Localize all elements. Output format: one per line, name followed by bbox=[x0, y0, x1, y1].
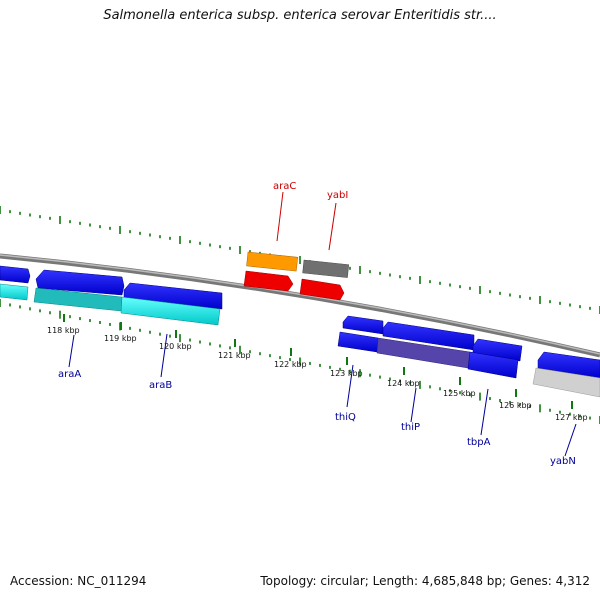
gene-label-tbpA[interactable]: tbpA bbox=[467, 437, 491, 448]
kbp-tick-label: 121 kbp bbox=[218, 351, 251, 360]
gene-block[interactable] bbox=[467, 351, 519, 379]
gene-leader-line bbox=[564, 423, 577, 457]
kbp-ticks: 118 kbp 119 kbp 120 kbp 121 kbp 122 kbp 123 k… bbox=[47, 314, 588, 422]
gene-label-thiP[interactable]: thiP bbox=[401, 422, 420, 433]
kbp-tick-label: 123 kbp bbox=[330, 369, 363, 378]
kbp-tick-label: 122 kbp bbox=[274, 360, 307, 369]
gene-block[interactable] bbox=[532, 367, 600, 398]
gene-label-araC[interactable]: araC bbox=[273, 181, 296, 192]
gene-block[interactable] bbox=[243, 270, 294, 292]
backbone bbox=[0, 253, 600, 358]
gene-leader-line bbox=[410, 387, 417, 423]
gene-block[interactable] bbox=[120, 296, 221, 326]
gene-leaders bbox=[68, 191, 577, 457]
gene-block[interactable] bbox=[302, 259, 350, 278]
gene-leader-line bbox=[328, 202, 337, 251]
kbp-tick-label: 119 kbp bbox=[104, 334, 137, 343]
map-title: Salmonella enterica subsp. enterica sero… bbox=[103, 8, 497, 23]
kbp-tick-label: 126 kbp bbox=[499, 401, 532, 410]
gene-leader-line bbox=[480, 388, 489, 436]
gene-label-yabN[interactable]: yabN bbox=[550, 456, 576, 467]
gene-block[interactable] bbox=[382, 321, 475, 351]
kbp-tick-label: 125 kbp bbox=[443, 389, 476, 398]
gene-block[interactable] bbox=[246, 251, 299, 272]
kbp-tick-label: 120 kbp bbox=[159, 342, 192, 351]
kbp-tick-label: 124 kbp bbox=[387, 379, 420, 388]
footer-info: Topology: circular; Length: 4,685,848 bp… bbox=[260, 574, 590, 588]
footer-accession: Accession: NC_011294 bbox=[10, 574, 147, 588]
gene-label-yabI[interactable]: yabI bbox=[327, 190, 348, 201]
outer-tick-ring bbox=[0, 206, 600, 314]
gene-labels: araC yabI araA araB thiQ thiP tbpA yabN bbox=[58, 181, 576, 467]
gene-leader-line bbox=[276, 191, 284, 242]
kbp-tick-label: 127 kbp bbox=[555, 413, 588, 422]
kbp-tick-label: 118 kbp bbox=[47, 326, 80, 335]
gene-block[interactable] bbox=[0, 265, 31, 284]
gene-label-araA[interactable]: araA bbox=[58, 369, 81, 380]
gene-leader-line bbox=[68, 334, 75, 368]
reverse-gene-track bbox=[243, 251, 350, 301]
gene-block[interactable] bbox=[342, 315, 384, 335]
gene-leader-line bbox=[346, 364, 354, 408]
gene-label-thiQ[interactable]: thiQ bbox=[335, 412, 356, 423]
inner-tick-ring bbox=[0, 299, 600, 424]
gene-block[interactable] bbox=[299, 278, 345, 301]
gene-block[interactable] bbox=[0, 283, 29, 301]
second-gene-track bbox=[0, 283, 600, 398]
gene-label-araB[interactable]: araB bbox=[149, 380, 172, 391]
gene-block[interactable] bbox=[35, 269, 125, 296]
gene-leader-line bbox=[160, 333, 168, 378]
gene-block[interactable] bbox=[337, 331, 379, 353]
